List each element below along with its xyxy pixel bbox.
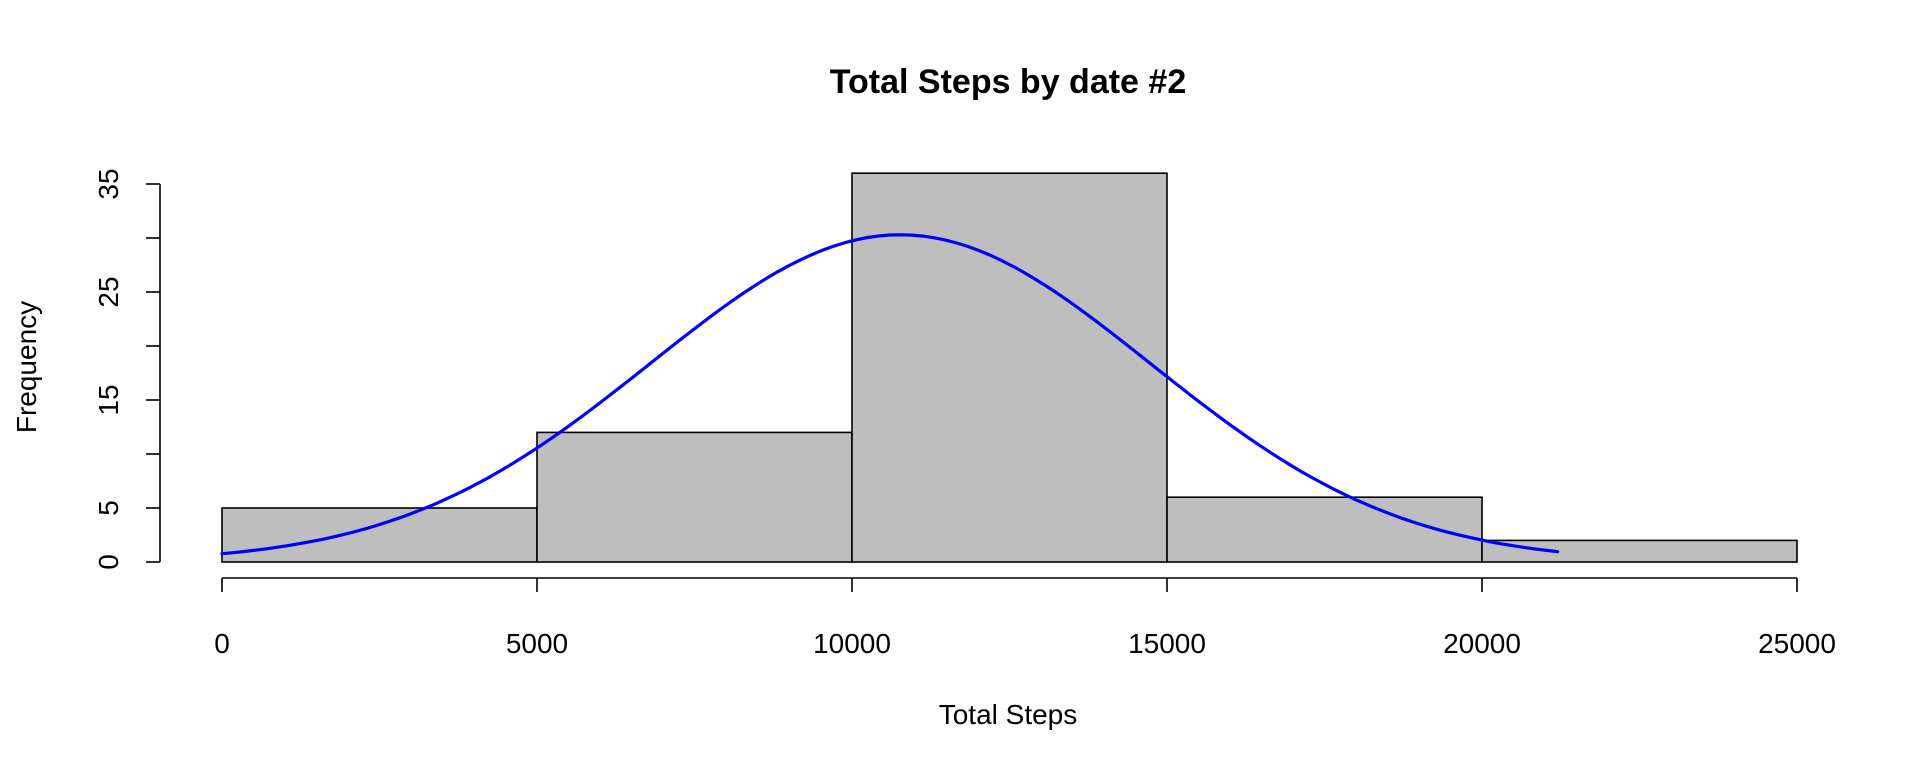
x-tick-label: 25000: [1758, 628, 1836, 659]
x-tick-label: 20000: [1443, 628, 1521, 659]
histogram-bar-2: [536, 431, 853, 563]
x-tick-label: 0: [214, 628, 230, 659]
y-tick-label: 25: [93, 276, 124, 307]
y-tick-label: 15: [93, 384, 124, 415]
chart-title: Total Steps by date #2: [830, 63, 1186, 101]
x-tick-label: 10000: [813, 628, 891, 659]
histogram-bar-3: [851, 172, 1168, 563]
y-axis-label: Frequency: [11, 301, 42, 433]
y-tick-label: 5: [93, 500, 124, 516]
histogram-bars: [221, 172, 1798, 563]
y-tick-label: 35: [93, 168, 124, 199]
x-tick-label: 5000: [506, 628, 568, 659]
x-axis: 0 5000 10000 15000 20000 25000: [214, 577, 1836, 659]
histogram-bar-5: [1481, 539, 1798, 563]
density-curve: [220, 233, 1560, 556]
y-tick-label: 0: [93, 554, 124, 570]
y-axis: 0 5 15 25 35: [93, 168, 161, 570]
histogram-bar-4: [1166, 496, 1483, 563]
x-axis-label: Total Steps: [939, 699, 1078, 730]
x-tick-label: 15000: [1128, 628, 1206, 659]
histogram-bar-1: [221, 507, 538, 563]
